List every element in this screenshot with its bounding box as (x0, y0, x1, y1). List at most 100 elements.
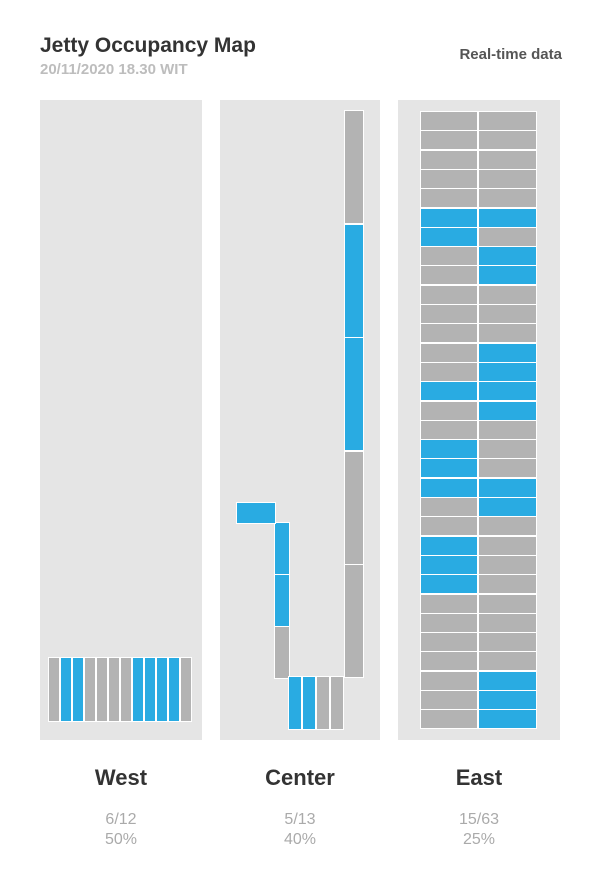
berth-slot[interactable] (302, 676, 316, 730)
berth-slot[interactable] (344, 110, 364, 224)
berth-slot[interactable] (478, 670, 537, 691)
berth-slot[interactable] (60, 657, 72, 722)
berth-slot[interactable] (478, 149, 537, 170)
berth-slot[interactable] (478, 612, 537, 633)
berth-slot[interactable] (420, 323, 478, 344)
west-zone-percent: 50% (104, 831, 138, 848)
berth-slot[interactable] (420, 419, 478, 440)
berth-slot[interactable] (156, 657, 168, 722)
berth-slot[interactable] (420, 284, 478, 305)
berth-slot[interactable] (478, 304, 537, 324)
berth-slot[interactable] (420, 612, 478, 633)
berth-slot[interactable] (420, 497, 478, 517)
berth-slot[interactable] (420, 458, 478, 479)
berth-slot[interactable] (420, 516, 478, 537)
berth-slot[interactable] (344, 564, 364, 678)
berth-slot[interactable] (478, 284, 537, 305)
berth-slot[interactable] (478, 207, 537, 228)
berth-slot[interactable] (316, 676, 330, 730)
berth-slot[interactable] (478, 535, 537, 556)
berth-slot[interactable] (236, 502, 276, 524)
east-zone-stats: 15/63 25% (398, 810, 560, 850)
west-zone-stats: 6/12 50% (40, 810, 202, 850)
berth-slot[interactable] (478, 111, 537, 131)
center-zone-count: 5/13 (284, 811, 316, 828)
berth-slot[interactable] (420, 381, 478, 402)
berth-slot[interactable] (478, 419, 537, 440)
east-zone-count: 15/63 (458, 811, 500, 828)
berth-slot[interactable] (478, 632, 537, 653)
berth-slot[interactable] (420, 246, 478, 267)
berth-slot[interactable] (420, 111, 478, 131)
berth-slot[interactable] (420, 554, 478, 575)
berth-slot[interactable] (420, 400, 478, 421)
berth-slot[interactable] (144, 657, 156, 722)
berth-slot[interactable] (420, 188, 478, 209)
berth-slot[interactable] (84, 657, 96, 722)
berth-slot[interactable] (420, 670, 478, 691)
center-zone-name: Center (265, 765, 335, 790)
berth-slot[interactable] (120, 657, 132, 722)
berth-slot[interactable] (478, 709, 537, 730)
berth-slot[interactable] (420, 535, 478, 556)
berth-slot[interactable] (274, 574, 290, 627)
berth-slot[interactable] (274, 626, 290, 679)
berth-slot[interactable] (478, 554, 537, 575)
berth-slot[interactable] (420, 651, 478, 672)
berth-slot[interactable] (168, 657, 180, 722)
berth-slot[interactable] (420, 168, 478, 189)
berth-slot[interactable] (478, 168, 537, 189)
berth-slot[interactable] (420, 593, 478, 614)
berth-slot[interactable] (478, 593, 537, 614)
berth-slot[interactable] (478, 574, 537, 595)
berth-slot[interactable] (344, 450, 364, 565)
west-zone-panel[interactable] (40, 100, 202, 740)
berth-slot[interactable] (274, 522, 290, 575)
berth-slot[interactable] (478, 458, 537, 479)
berth-slot[interactable] (420, 632, 478, 653)
berth-slot[interactable] (420, 149, 478, 170)
berth-slot[interactable] (478, 361, 537, 382)
berth-slot[interactable] (478, 226, 537, 247)
berth-slot[interactable] (420, 342, 478, 363)
berth-slot[interactable] (478, 477, 537, 498)
east-zone-panel[interactable] (398, 100, 560, 740)
berth-slot[interactable] (478, 342, 537, 363)
berth-slot[interactable] (478, 246, 537, 267)
berth-slot[interactable] (478, 188, 537, 209)
berth-slot[interactable] (132, 657, 144, 722)
berth-slot[interactable] (420, 477, 478, 498)
berth-slot[interactable] (420, 207, 478, 228)
berth-slot[interactable] (420, 439, 478, 460)
berth-slot[interactable] (478, 400, 537, 421)
realtime-label: Real-time data (459, 46, 562, 63)
berth-slot[interactable] (478, 690, 537, 710)
berth-slot[interactable] (108, 657, 120, 722)
berth-slot[interactable] (420, 709, 478, 730)
center-zone-panel[interactable] (220, 100, 380, 740)
berth-slot[interactable] (420, 690, 478, 710)
berth-slot[interactable] (48, 657, 60, 722)
berth-slot[interactable] (478, 439, 537, 460)
berth-slot[interactable] (478, 323, 537, 344)
berth-slot[interactable] (478, 497, 537, 517)
berth-slot[interactable] (288, 676, 302, 730)
berth-slot[interactable] (478, 381, 537, 402)
berth-slot[interactable] (72, 657, 84, 722)
berth-slot[interactable] (420, 226, 478, 247)
berth-slot[interactable] (420, 361, 478, 382)
berth-slot[interactable] (478, 265, 537, 286)
berth-slot[interactable] (330, 676, 344, 730)
berth-slot[interactable] (478, 516, 537, 537)
west-zone-count: 6/12 (105, 811, 137, 828)
berth-slot[interactable] (96, 657, 108, 722)
berth-slot[interactable] (420, 304, 478, 324)
berth-slot[interactable] (344, 337, 364, 451)
berth-slot[interactable] (420, 574, 478, 595)
berth-slot[interactable] (344, 223, 364, 338)
berth-slot[interactable] (420, 130, 478, 151)
berth-slot[interactable] (420, 265, 478, 286)
berth-slot[interactable] (180, 657, 192, 722)
berth-slot[interactable] (478, 651, 537, 672)
berth-slot[interactable] (478, 130, 537, 151)
